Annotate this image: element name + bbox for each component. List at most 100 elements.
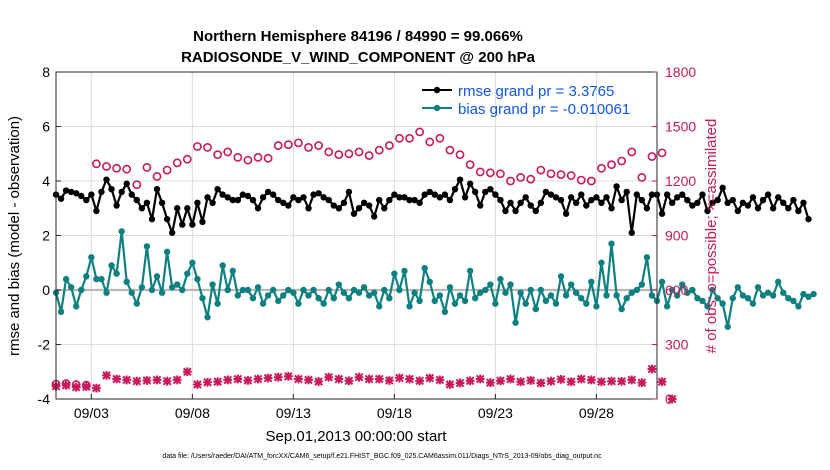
obs-assimilated-point [526, 376, 536, 385]
obs-possible-point [506, 176, 515, 186]
rmse-point [143, 199, 151, 206]
rmse-point [179, 221, 186, 228]
bias-point [517, 289, 524, 296]
rmse-point [598, 199, 605, 206]
bias-point [785, 294, 792, 302]
bias-point [295, 300, 302, 307]
rmse-point [401, 194, 408, 201]
obs-possible-point [395, 133, 404, 143]
obs-assimilated-point [112, 374, 122, 384]
obs-possible-point [455, 150, 465, 160]
bias-point [78, 286, 85, 294]
bias-point [578, 294, 585, 302]
bias-point [269, 286, 277, 294]
obs-assimilated-point [425, 373, 435, 383]
bias-point [648, 292, 656, 299]
bias-point [108, 262, 115, 269]
obs-possible-point [162, 165, 172, 175]
x-axis-ticks: 09/03 09/08 09/13 09/18 09/23 09/28 [74, 394, 614, 421]
rmse-point [214, 185, 221, 193]
obs-assimilated-point [182, 367, 192, 377]
obs-assimilated-point [506, 374, 515, 384]
obs-assimilated-point [465, 376, 475, 386]
obs-assimilated-point [304, 375, 313, 385]
rmse-point [542, 188, 550, 196]
obs-assimilated-point [607, 376, 616, 386]
rmse-point [209, 199, 216, 206]
obs-assimilated-point [455, 378, 465, 388]
bias-point [709, 286, 716, 294]
obs-possible-point [526, 174, 536, 184]
rmse-point [411, 196, 418, 204]
obs-possible-point [253, 152, 263, 162]
obs-possible-point [435, 133, 445, 143]
rmse-point [295, 196, 302, 204]
obs-possible-point [415, 127, 425, 137]
rmse-point [517, 199, 524, 206]
footnote: data file: /Users/raeder/DAI/ATM_forcXX/… [162, 453, 602, 460]
bias-point [275, 297, 282, 305]
rmse-point [694, 199, 701, 206]
rmse-point [724, 199, 731, 206]
bias-point [608, 240, 615, 247]
rmse-point [285, 202, 292, 209]
rmse-point [471, 188, 479, 196]
rmse-point [487, 185, 494, 193]
bias-point [643, 254, 651, 261]
rmse-point [441, 191, 449, 198]
rmse-point [396, 194, 403, 201]
obs-assimilated-point [203, 377, 212, 387]
obs-possible-point [475, 167, 485, 177]
bias-point [699, 297, 706, 305]
series-rmse [52, 176, 812, 236]
obs-possible-point [213, 150, 223, 160]
obs-possible-point [566, 171, 576, 180]
bias-point [663, 303, 671, 310]
rmse-point [340, 199, 348, 206]
bias-point [138, 284, 146, 291]
rmse-point [689, 202, 696, 209]
obs-assimilated-point [627, 375, 637, 385]
bias-point [780, 289, 787, 296]
rmse-point [264, 188, 272, 196]
rmse-point [477, 202, 484, 209]
rmse-point [764, 191, 772, 198]
bias-point [593, 303, 600, 310]
bias-point [209, 281, 216, 288]
rmse-point [663, 191, 671, 198]
y2-axis-ticks: 0 300 600 900 1200 1500 1800 [652, 64, 696, 407]
obs-possible-point [142, 162, 152, 172]
legend-rmse-label: rmse grand pr = 3.3765 [458, 83, 614, 100]
rmse-point [739, 199, 747, 206]
y2-tick-label: 1200 [665, 173, 696, 189]
bias-point [168, 284, 176, 291]
rmse-point [603, 194, 610, 201]
rmse-point [269, 191, 277, 198]
rmse-point [461, 194, 469, 201]
bias-point [542, 297, 550, 305]
bias-point [345, 294, 353, 302]
obs-assimilated-point [132, 376, 142, 386]
obs-possible-point [556, 170, 566, 180]
bias-point [330, 294, 337, 302]
obs-assimilated-point [516, 377, 526, 387]
bias-point [487, 281, 494, 288]
obs-assimilated-point [475, 374, 485, 384]
rmse-point [300, 194, 307, 201]
y2-tick-label: 900 [665, 228, 689, 244]
bias-point [57, 308, 65, 315]
obs-assimilated-point [172, 375, 182, 385]
rmse-point [330, 202, 337, 209]
rmse-point [466, 180, 474, 187]
obs-possible-point [586, 176, 596, 186]
y-axis-ticks: -4 -2 0 2 4 6 8 [38, 64, 61, 407]
bias-point [103, 289, 110, 296]
obs-assimilated-point [142, 376, 152, 385]
rmse-point [108, 185, 115, 193]
rmse-point [729, 196, 736, 204]
bias-point [572, 289, 580, 296]
obs-assimilated-point [102, 370, 111, 380]
rmse-point [421, 191, 428, 198]
bias-point [482, 286, 489, 294]
rmse-point [426, 188, 433, 196]
